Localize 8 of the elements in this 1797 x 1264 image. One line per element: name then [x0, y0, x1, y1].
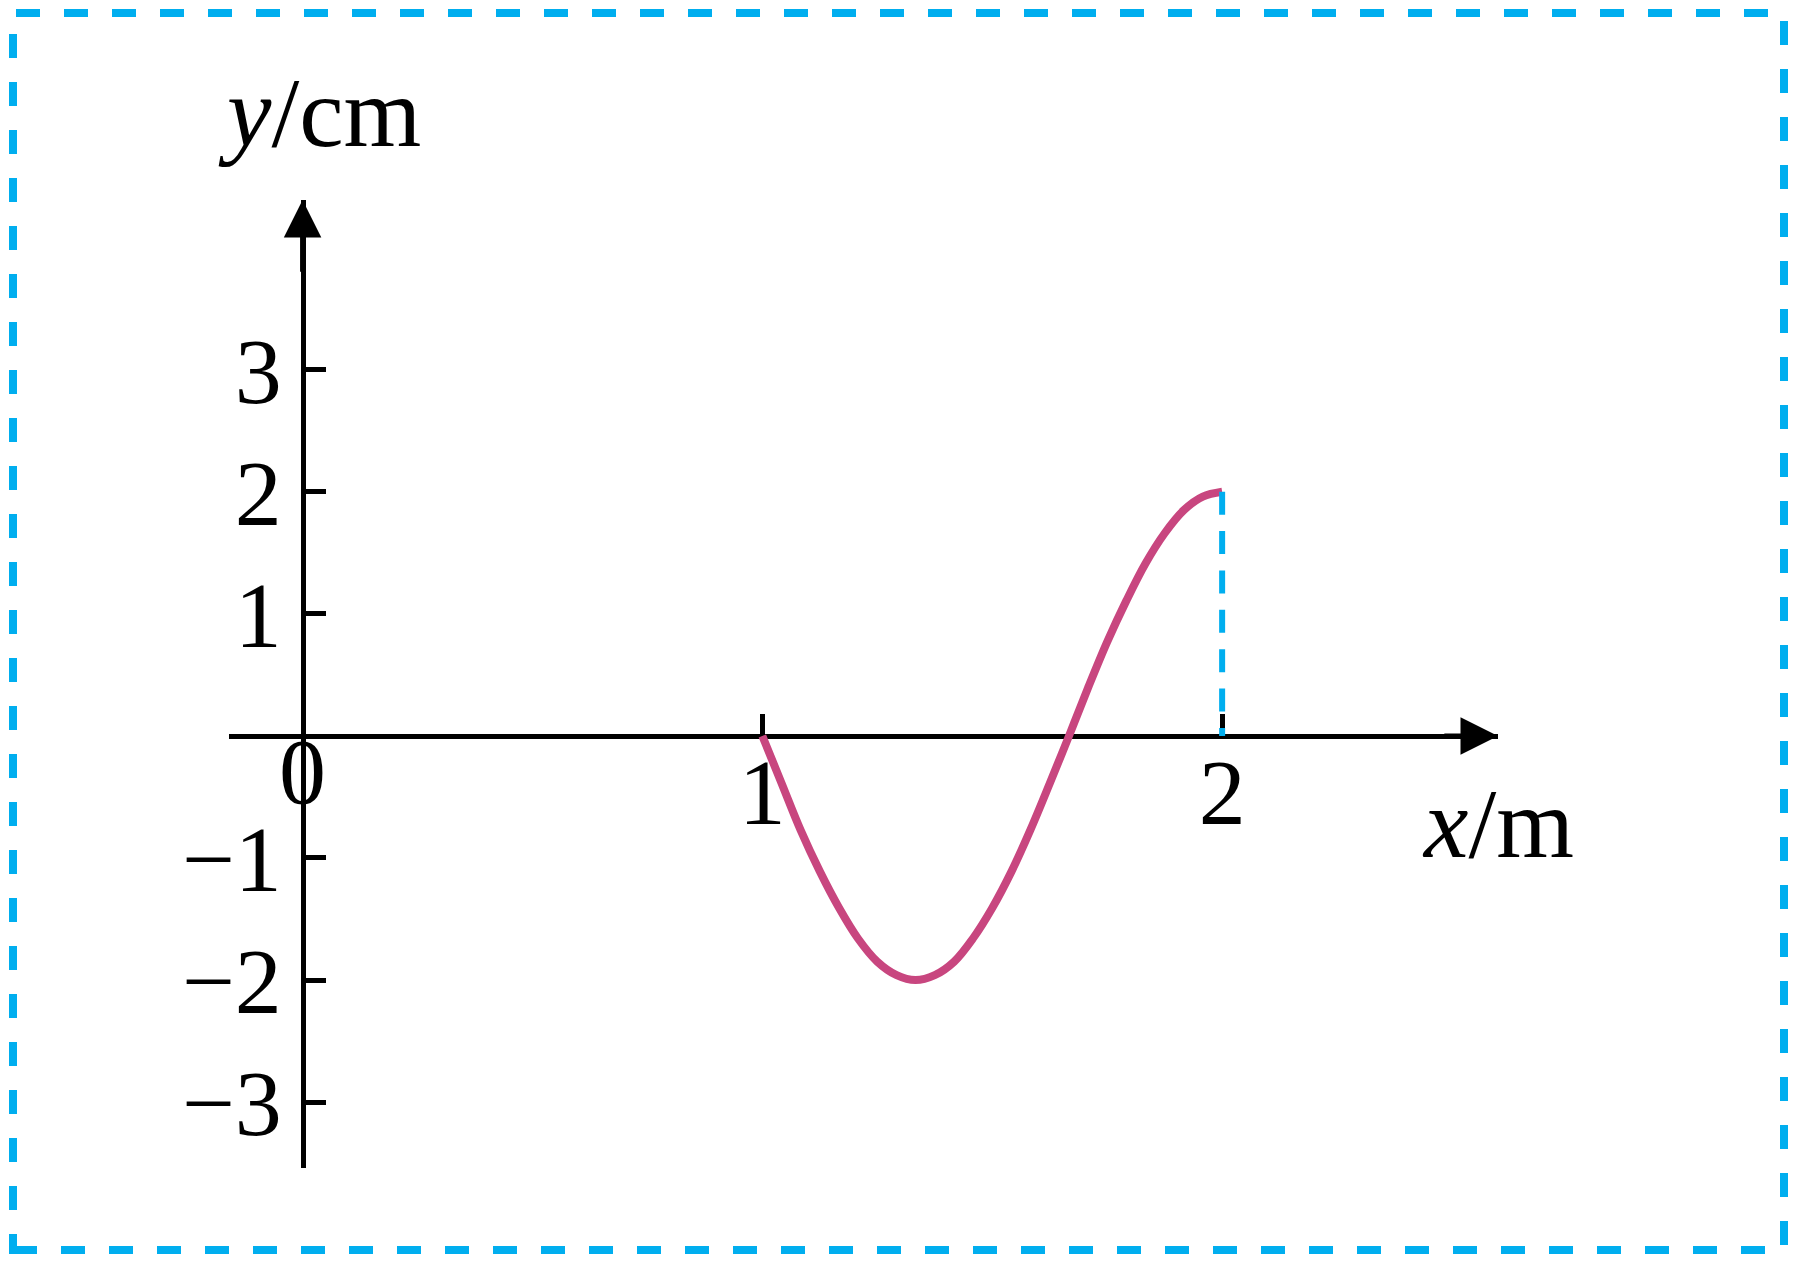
y-tick-label: 1: [234, 562, 282, 667]
y-tick-label: −2: [181, 928, 282, 1033]
x-axis-title: x/m: [1422, 768, 1574, 879]
y-tick-label: 2: [234, 440, 282, 545]
y-tick-label: −3: [181, 1050, 282, 1155]
y-axis-title: y/cm: [218, 57, 422, 168]
y-tick-label: −1: [181, 806, 282, 911]
y-tick-label: 3: [234, 318, 282, 423]
